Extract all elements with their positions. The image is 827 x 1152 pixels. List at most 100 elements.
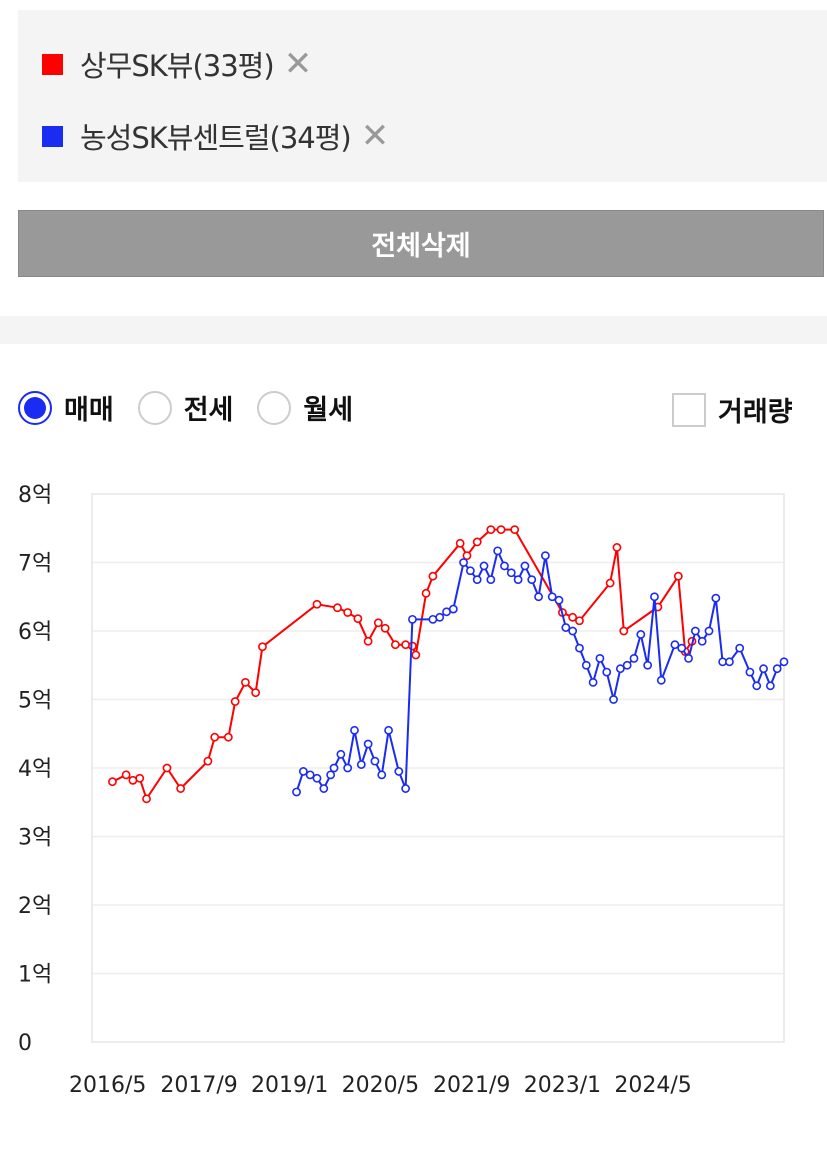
x-tick-label: 2021/9: [433, 1073, 510, 1098]
data-point: [670, 640, 680, 650]
data-point: [697, 636, 707, 646]
data-point: [486, 525, 496, 535]
clear-all-button[interactable]: 전체삭제: [18, 210, 824, 277]
radio-sale[interactable]: 매매: [18, 388, 114, 427]
data-point: [223, 732, 233, 742]
data-point: [203, 756, 213, 766]
x-tick-label: 2020/5: [342, 1073, 419, 1098]
data-point: [650, 592, 659, 602]
data-point: [258, 642, 267, 652]
data-point: [500, 561, 509, 571]
y-tick-label: 7억: [18, 552, 52, 577]
data-point: [673, 571, 683, 581]
radio-selected-icon: [18, 390, 52, 425]
data-point: [384, 725, 393, 735]
data-point: [411, 650, 421, 660]
data-point: [690, 626, 700, 636]
data-point: [298, 767, 308, 776]
data-point: [704, 626, 714, 636]
legend-item-2: 농성SK뷰센트럴(34평) ✕: [42, 116, 389, 156]
data-point: [510, 525, 520, 535]
data-point: [605, 578, 615, 588]
radio-label: 전세: [183, 395, 234, 426]
data-point: [390, 640, 400, 650]
radio-empty-icon: [257, 390, 292, 425]
data-point: [472, 537, 482, 547]
data-point: [319, 784, 329, 793]
data-point: [540, 551, 550, 561]
data-point: [643, 660, 653, 670]
y-tick-label: 0: [18, 1031, 32, 1056]
data-point: [210, 732, 220, 742]
data-point: [684, 653, 693, 663]
data-point: [336, 749, 346, 759]
data-point: [588, 677, 598, 687]
data-point: [568, 612, 578, 622]
data-point: [527, 575, 537, 585]
y-tick-label: 1억: [18, 963, 52, 988]
data-point: [240, 677, 250, 687]
data-point: [363, 636, 373, 646]
data-point: [421, 588, 431, 598]
price-line-chart: 0 1억 2억 3억 4억 5억 6억 7억 8억 2016/5 2017/9 2019/1 2020/…: [18, 483, 789, 1098]
data-point: [377, 770, 387, 780]
data-point: [493, 546, 503, 556]
data-point: [312, 773, 322, 783]
data-point: [455, 538, 465, 548]
data-point: [459, 558, 468, 567]
close-icon[interactable]: ✕: [360, 116, 389, 156]
data-point: [765, 681, 775, 691]
data-point: [595, 653, 605, 663]
y-tick-label: 8억: [18, 483, 52, 508]
data-point: [779, 657, 789, 667]
data-point: [496, 525, 506, 535]
data-point: [142, 794, 151, 804]
data-point: [636, 630, 646, 639]
radio-monthly-rent[interactable]: 월세: [257, 388, 353, 427]
data-point: [380, 623, 390, 633]
data-point: [343, 763, 353, 773]
data-point: [479, 561, 489, 571]
data-point: [554, 595, 564, 605]
radio-empty-icon: [137, 390, 172, 425]
x-tick-label: 2024/5: [614, 1073, 691, 1098]
data-point: [370, 756, 380, 766]
data-point: [408, 641, 417, 651]
data-point: [326, 770, 336, 780]
data-point: [575, 643, 584, 653]
data-point: [448, 604, 458, 614]
data-point: [520, 561, 530, 571]
data-point: [711, 593, 721, 603]
data-point: [408, 614, 417, 624]
data-point: [581, 660, 591, 670]
data-point: [486, 575, 496, 585]
data-point: [752, 681, 762, 691]
y-tick-label: 5억: [18, 689, 52, 714]
legend-label: 상무SK뷰(33평): [80, 49, 275, 83]
data-point: [609, 695, 618, 704]
data-point: [176, 784, 186, 793]
data-point: [108, 777, 117, 787]
y-tick-label: 3억: [18, 826, 52, 851]
data-point: [575, 616, 584, 626]
data-point: [772, 664, 782, 674]
data-point: [465, 566, 475, 576]
y-tick-label: 6억: [18, 620, 52, 645]
volume-checkbox[interactable]: 거래량: [672, 390, 793, 429]
data-point: [629, 653, 639, 663]
data-point: [121, 770, 131, 780]
data-point: [312, 599, 322, 609]
close-icon[interactable]: ✕: [283, 44, 312, 84]
data-point: [472, 575, 482, 585]
legend-swatch-red: [42, 53, 63, 75]
data-point: [251, 688, 261, 698]
data-point: [513, 575, 523, 585]
data-point: [435, 612, 445, 622]
radio-jeonse[interactable]: 전세: [137, 388, 234, 427]
data-point: [561, 623, 571, 632]
x-tick-label: 2017/9: [160, 1073, 237, 1098]
data-point: [725, 657, 734, 667]
data-point: [615, 664, 625, 674]
data-point: [292, 787, 301, 797]
data-point: [745, 667, 755, 677]
